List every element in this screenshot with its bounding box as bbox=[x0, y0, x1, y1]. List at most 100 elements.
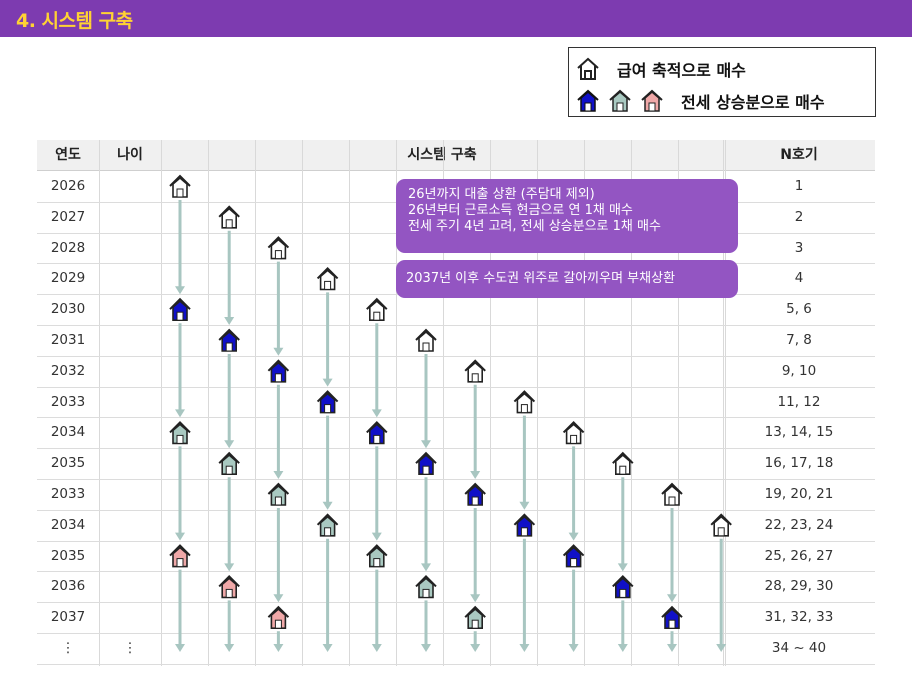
house-outline-icon bbox=[267, 236, 290, 260]
header-year: 연도 bbox=[55, 147, 81, 163]
house-outline-icon bbox=[710, 513, 732, 537]
arrow-head-icon bbox=[470, 644, 481, 652]
grid-hline bbox=[37, 633, 875, 634]
cell-n: 31, 32, 33 bbox=[764, 609, 834, 626]
cell-year: 2028 bbox=[50, 239, 86, 256]
legend-box: 급여 축적으로 매수 전세 상승분으로 매수 bbox=[568, 47, 876, 117]
grid-vline bbox=[396, 140, 397, 666]
arrow-head-icon bbox=[224, 563, 235, 572]
grid-vline bbox=[302, 140, 303, 666]
arrow-head-icon bbox=[224, 644, 235, 652]
grid-vline bbox=[161, 140, 162, 666]
cell-n: 25, 26, 27 bbox=[764, 547, 834, 564]
cell-year: 2037 bbox=[50, 609, 86, 626]
house-blue-icon bbox=[612, 574, 634, 599]
arrow-head-icon bbox=[617, 563, 628, 572]
grid-hline bbox=[37, 540, 875, 542]
arrow-head-icon bbox=[371, 409, 382, 418]
house-blue-icon bbox=[366, 420, 388, 445]
cell-year: 2027 bbox=[50, 208, 86, 225]
arrow-head-icon bbox=[224, 440, 235, 449]
arrow-head-icon bbox=[716, 644, 727, 652]
note-line-3: 전세 주기 4년 고려, 전세 상승분으로 1채 매수 bbox=[408, 219, 661, 234]
arrow-head-icon bbox=[568, 532, 579, 541]
grid-vline bbox=[631, 140, 632, 666]
house-blue-icon bbox=[169, 297, 191, 322]
cell-n: 5, 6 bbox=[786, 301, 812, 318]
cell-year: ⋮ bbox=[61, 640, 75, 656]
arrow-head-icon bbox=[273, 594, 284, 603]
header-age: 나이 bbox=[117, 147, 143, 163]
grid-hline bbox=[37, 509, 875, 511]
house-outline-icon bbox=[612, 451, 634, 476]
cell-n: 3 bbox=[794, 239, 804, 256]
grid-vline bbox=[99, 140, 100, 666]
arrow-head-icon bbox=[667, 594, 677, 603]
note-box-after-2037: 2037년 이후 수도권 위주로 갈아끼우며 부채상환 bbox=[396, 260, 738, 298]
arrow-head-icon bbox=[273, 644, 284, 652]
cell-year: 2036 bbox=[50, 578, 86, 595]
arrow-head-icon bbox=[421, 644, 431, 652]
grid-hline bbox=[37, 355, 875, 357]
house-gray-icon bbox=[609, 89, 631, 112]
table-header: 연도 나이 시스템 구축 N호기 bbox=[37, 140, 875, 171]
arrow-head-icon bbox=[568, 644, 579, 652]
house-outline-icon bbox=[562, 420, 585, 445]
note-line-1: 26년까지 대출 상환 (주담대 제외) bbox=[408, 187, 595, 202]
house-blue-icon bbox=[513, 513, 536, 537]
house-gray-icon bbox=[316, 513, 339, 537]
legend-label-jeonse: 전세 상승분으로 매수 bbox=[681, 93, 825, 112]
house-outline-icon bbox=[316, 266, 339, 291]
cell-age: ⋮ bbox=[123, 640, 137, 656]
house-blue-icon bbox=[267, 359, 290, 383]
house-gray-icon bbox=[218, 451, 240, 476]
cell-n: 2 bbox=[794, 208, 804, 225]
arrow-head-icon bbox=[519, 644, 530, 652]
grid-vline bbox=[678, 140, 679, 666]
header-system: 시스템 구축 bbox=[407, 147, 477, 163]
arrow-head-icon bbox=[421, 563, 431, 572]
grid-vline bbox=[255, 140, 256, 666]
note-line-2: 26년부터 근로소득 현금으로 연 1채 매수 bbox=[408, 203, 633, 218]
house-pink-icon bbox=[169, 544, 191, 568]
grid-hline bbox=[37, 417, 875, 419]
grid-hline bbox=[37, 448, 875, 450]
cell-year: 2031 bbox=[50, 332, 86, 348]
arrow-head-icon bbox=[470, 594, 481, 603]
cell-n: 13, 14, 15 bbox=[764, 424, 834, 441]
header-n: N호기 bbox=[780, 147, 818, 163]
cell-year: 2029 bbox=[50, 270, 86, 287]
house-blue-icon bbox=[464, 482, 486, 506]
cell-year: 2026 bbox=[50, 178, 86, 194]
grid-vline bbox=[443, 140, 444, 666]
cell-year: 2030 bbox=[50, 301, 86, 318]
house-gray-icon bbox=[464, 605, 486, 630]
cell-year: 2035 bbox=[50, 455, 86, 472]
arrow-head-icon bbox=[519, 501, 530, 510]
arrow-head-icon bbox=[371, 644, 382, 652]
arrow-head-icon bbox=[617, 644, 628, 652]
grid-hline bbox=[37, 479, 875, 480]
cell-n: 28, 29, 30 bbox=[764, 578, 834, 595]
house-blue-icon bbox=[661, 605, 683, 630]
grid-vline bbox=[723, 140, 724, 666]
cell-n: 34 ~ 40 bbox=[771, 640, 827, 656]
arrow-head-icon bbox=[175, 532, 185, 541]
cell-n: 11, 12 bbox=[777, 393, 821, 410]
cell-n: 22, 23, 24 bbox=[764, 516, 834, 533]
house-pink-icon bbox=[267, 605, 290, 630]
grid-hline bbox=[37, 602, 875, 604]
arrow-head-icon bbox=[224, 317, 235, 325]
house-gray-icon bbox=[267, 482, 290, 506]
house-outline-icon bbox=[513, 390, 536, 414]
house-outline-icon bbox=[415, 328, 437, 352]
grid-hline bbox=[37, 663, 875, 665]
house-blue-icon bbox=[415, 451, 437, 476]
grid-hline bbox=[37, 571, 875, 573]
grid-vline bbox=[208, 140, 209, 666]
house-outline-icon bbox=[464, 359, 486, 383]
legend-label-salary: 급여 축적으로 매수 bbox=[617, 61, 746, 80]
cell-year: 2035 bbox=[50, 547, 86, 564]
house-pink-icon bbox=[641, 89, 663, 112]
